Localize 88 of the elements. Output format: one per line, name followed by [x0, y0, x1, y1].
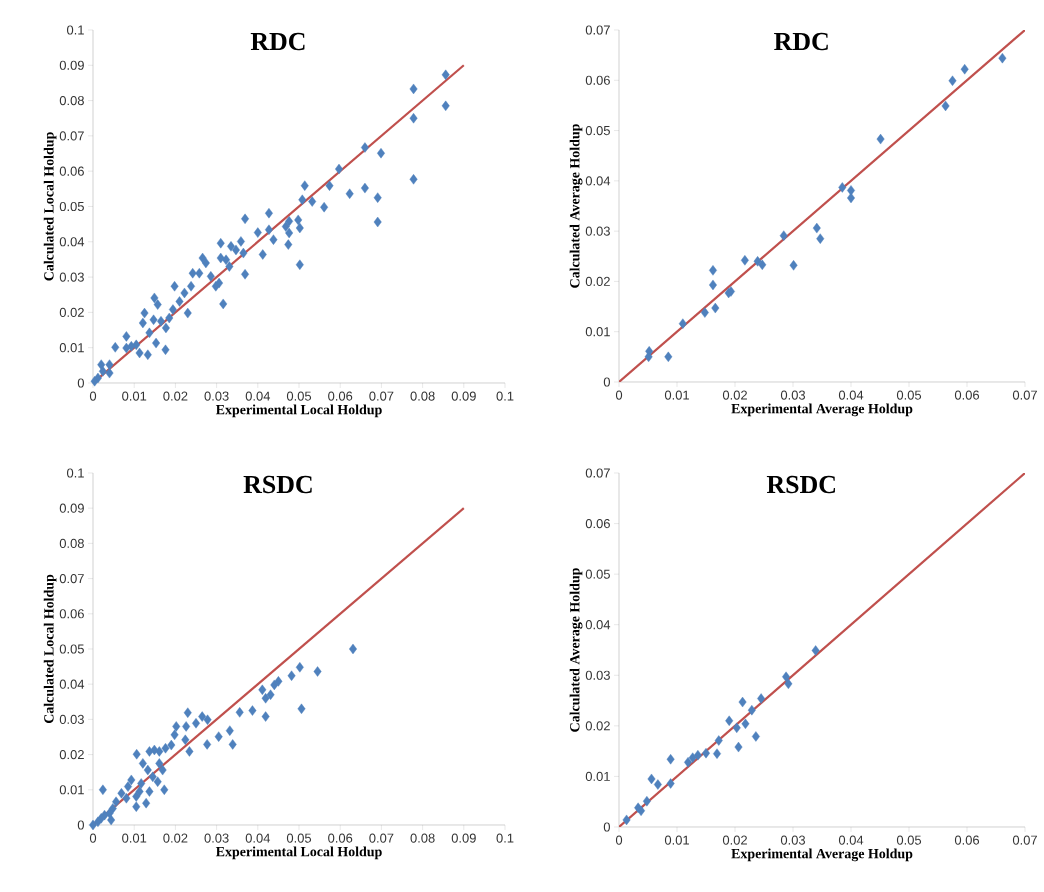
- y-tick-label: 0.04: [59, 237, 85, 247]
- x-tick-label: 0.06: [954, 390, 980, 400]
- x-axis-title: Experimental Local Holdup: [215, 846, 382, 860]
- x-tick-label: 0.01: [664, 390, 689, 400]
- y-tick-label: 0.04: [585, 620, 611, 630]
- y-tick-label: 0.05: [59, 644, 84, 654]
- y-tick-label: 0.09: [59, 60, 84, 70]
- y-tick-label: 0.02: [59, 307, 84, 317]
- y-tick-label: 0.06: [59, 166, 84, 176]
- x-tick-label: 0.02: [722, 835, 747, 845]
- y-tick-label: 0.1: [66, 468, 84, 478]
- x-tick-label: 0.09: [451, 833, 476, 843]
- x-tick-label: 0.05: [896, 390, 922, 400]
- y-tick-label: 0: [603, 377, 610, 387]
- y-axis-title: Calculated Local Holdup: [43, 574, 57, 724]
- x-tick-label: 0.07: [1012, 835, 1037, 845]
- y-tick-label: 0.02: [59, 750, 84, 760]
- x-tick-label: 0.04: [838, 390, 864, 400]
- x-tick-label: 0: [615, 835, 623, 845]
- x-tick-label: 0.08: [410, 391, 435, 401]
- y-tick-label: 0.01: [59, 785, 84, 795]
- x-axis-title: Experimental Average Holdup: [731, 403, 913, 417]
- y-tick-label: 0.06: [585, 518, 610, 529]
- y-tick-label: 0: [603, 822, 610, 832]
- x-tick-label: 0.07: [369, 833, 394, 843]
- x-axis-title: Experimental Average Holdup: [731, 848, 913, 862]
- x-tick-label: 0.09: [451, 391, 476, 401]
- x-tick-label: 0.07: [1012, 390, 1037, 400]
- x-tick-label: 0.02: [163, 391, 188, 401]
- x-tick-label: 0.1: [496, 391, 514, 401]
- x-tick-label: 0.05: [286, 391, 312, 401]
- y-tick-label: 0.06: [59, 609, 84, 619]
- y-axis-title: Calculated Average Holdup: [569, 568, 583, 732]
- y-tick-label: 0.05: [59, 201, 84, 212]
- y-tick-label: 0.1: [66, 25, 84, 35]
- y-tick-label: 0.07: [585, 25, 610, 35]
- y-tick-label: 0.07: [585, 468, 610, 478]
- x-tick-label: 0.1: [496, 833, 514, 843]
- x-tick-label: 0: [89, 391, 97, 401]
- x-tick-label: 0.01: [664, 835, 689, 845]
- y-tick-label: 0.03: [585, 670, 610, 680]
- y-tick-label: 0.03: [59, 714, 84, 724]
- y-tick-label: 0.09: [59, 503, 84, 513]
- y-tick-label: 0.02: [585, 721, 610, 731]
- x-tick-label: 0.04: [245, 391, 271, 401]
- y-tick-label: 0.04: [59, 679, 85, 689]
- x-tick-label: 0.04: [838, 835, 864, 845]
- y-tick-label: 0.05: [585, 125, 610, 136]
- x-axis-title: Experimental Local Holdup: [215, 404, 382, 418]
- x-tick-label: 0.01: [122, 391, 147, 401]
- y-axis-title: Calculated Average Holdup: [569, 124, 583, 288]
- y-tick-label: 0: [77, 378, 84, 388]
- chart-title: RSDC: [766, 475, 835, 494]
- x-tick-label: 0.06: [328, 833, 353, 843]
- y-tick-label: 0.05: [585, 569, 610, 579]
- y-tick-label: 0.08: [59, 95, 84, 106]
- x-tick-label: 0.06: [954, 835, 980, 845]
- x-tick-label: 0.03: [204, 391, 229, 401]
- x-tick-label: 0.01: [122, 833, 147, 843]
- y-axis-title: Calculated Local Holdup: [43, 132, 57, 281]
- y-tick-label: 0.06: [585, 75, 610, 85]
- y-tick-label: 0.01: [585, 327, 610, 337]
- x-tick-label: 0.03: [780, 390, 806, 400]
- y-tick-label: 0.02: [585, 276, 610, 286]
- y-tick-label: 0.01: [585, 771, 610, 781]
- x-tick-label: 0: [615, 390, 623, 400]
- x-tick-label: 0.02: [722, 390, 747, 400]
- x-tick-label: 0.05: [896, 835, 922, 845]
- x-tick-label: 0.06: [328, 391, 353, 401]
- x-tick-label: 0.08: [410, 833, 435, 843]
- x-tick-label: 0.02: [163, 833, 188, 843]
- y-tick-label: 0.04: [585, 176, 611, 186]
- chart-title: RDC: [774, 32, 828, 51]
- y-tick-label: 0.07: [59, 574, 84, 584]
- y-tick-label: 0.08: [59, 538, 84, 548]
- x-tick-label: 0.03: [204, 833, 229, 843]
- y-tick-label: 0.03: [585, 226, 610, 236]
- y-tick-label: 0.01: [59, 343, 84, 353]
- y-tick-label: 0: [77, 820, 84, 830]
- y-tick-label: 0.03: [59, 272, 84, 282]
- y-tick-label: 0.07: [59, 131, 84, 141]
- x-tick-label: 0.04: [245, 833, 271, 843]
- x-tick-label: 0.05: [286, 833, 312, 843]
- x-tick-label: 0.03: [780, 835, 806, 845]
- x-tick-label: 0: [89, 833, 97, 843]
- chart-title: RSDC: [243, 475, 312, 494]
- x-tick-label: 0.07: [369, 391, 394, 401]
- chart-title: RDC: [250, 32, 305, 51]
